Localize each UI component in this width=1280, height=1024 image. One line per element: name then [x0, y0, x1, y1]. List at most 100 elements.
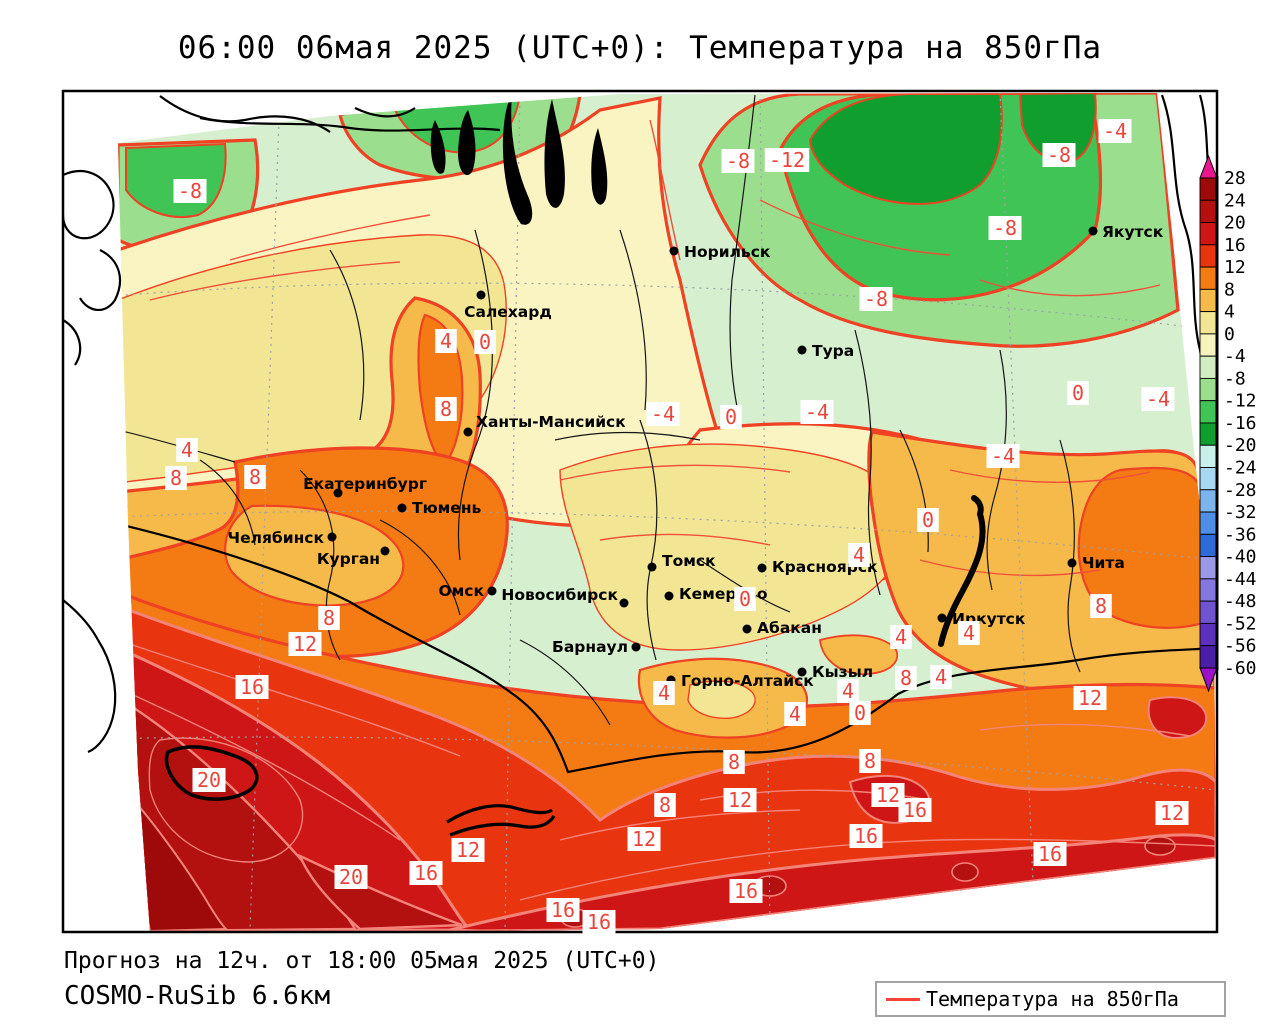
contour-label: 12	[632, 827, 656, 851]
contour-label-box	[173, 179, 207, 203]
colorbar-cell	[1199, 467, 1218, 491]
contour-label: 8	[864, 749, 876, 773]
colorbar-tick: 16	[1224, 235, 1246, 256]
contour-label: 12	[456, 838, 480, 862]
contour-label: -8	[1047, 143, 1071, 167]
contour-label-box	[192, 768, 226, 792]
city-dot	[937, 613, 947, 623]
contour-label-box	[474, 330, 496, 354]
city-label: Ханты-Мансийск	[476, 413, 626, 431]
admin-borders	[118, 94, 1081, 726]
colorbar-tick: 20	[1224, 213, 1246, 234]
colorbar-tick: -12	[1224, 391, 1257, 412]
contour-label: 16	[1038, 842, 1062, 866]
contour-label: -4	[1103, 119, 1127, 143]
contour-label-box	[334, 865, 368, 889]
contour-label: 16	[414, 861, 438, 885]
contour-label: 12	[1078, 686, 1102, 710]
city-label: Новосибирск	[501, 586, 618, 604]
colorbar-tick: -32	[1224, 502, 1257, 523]
contour-label: 4	[658, 681, 670, 705]
contour-label: -8	[993, 216, 1017, 240]
city-label: Салехард	[464, 303, 552, 321]
city-dot	[664, 591, 674, 601]
colorbar-cell	[1199, 578, 1218, 602]
contour-label-box	[451, 838, 485, 862]
contour-label: 8	[170, 466, 182, 490]
city-dot	[1067, 558, 1077, 568]
contour-label-box	[895, 666, 917, 690]
contour-label-box	[784, 702, 806, 726]
contour-label-box	[958, 621, 980, 645]
city-dot	[397, 503, 407, 513]
contour-label-box	[800, 400, 834, 424]
colorbar-tick: -56	[1224, 636, 1257, 657]
contour-label: -8	[864, 287, 888, 311]
lake-baikal	[938, 495, 986, 647]
colorbar-cell	[1199, 222, 1218, 246]
colorbar-tick: -16	[1224, 413, 1257, 434]
contour-label-box	[898, 798, 932, 822]
colorbar-cell	[1199, 622, 1218, 647]
contour-label: 8	[900, 666, 912, 690]
contour-label-box	[848, 543, 870, 567]
city-label: Якутск	[1102, 223, 1164, 241]
colorbar-cell	[1199, 199, 1218, 223]
colorbar-cell	[1199, 355, 1218, 379]
contour-label-box	[729, 879, 763, 903]
colorbar-tick: 24	[1224, 190, 1246, 211]
contour-label-box	[176, 438, 198, 462]
city-dot	[327, 532, 337, 542]
city-dot	[797, 667, 807, 677]
city-label: Томск	[662, 552, 716, 570]
colorbar-tick: -40	[1224, 547, 1257, 568]
contour-label: 16	[240, 675, 264, 699]
contour-label-box	[288, 632, 322, 656]
contour-label: 12	[293, 632, 317, 656]
contour-label-box	[723, 788, 757, 812]
colorbar-tick: -36	[1224, 524, 1257, 545]
contour-label: 16	[854, 824, 878, 848]
ob-gulf-coast	[430, 96, 608, 225]
contour-label: 8	[728, 750, 740, 774]
colorbar-tick: 28	[1224, 168, 1246, 189]
colorbar-tick: -20	[1224, 435, 1257, 456]
contour-label-box	[859, 749, 881, 773]
contour-label-box	[1033, 842, 1067, 866]
contour-label-box	[917, 508, 939, 532]
city-label: Курган	[317, 550, 380, 568]
contour-label-box	[318, 606, 340, 630]
contour-label: 12	[876, 783, 900, 807]
colorbar-tick: 4	[1224, 302, 1235, 323]
contour-label-box	[654, 793, 676, 817]
contour-label-box	[764, 148, 810, 172]
colorbar-cell	[1199, 244, 1218, 268]
contour-label-box	[235, 675, 269, 699]
colorbar-cell	[1199, 556, 1218, 580]
map-legend: Температура на 850гПа	[875, 981, 1226, 1017]
colorbar-cell	[1199, 422, 1218, 446]
city-dot	[1088, 226, 1098, 236]
contour-label: 0	[854, 701, 866, 725]
contour-label-box	[1141, 387, 1175, 411]
contour-label-box	[721, 149, 755, 173]
contour-label: 20	[339, 865, 363, 889]
colorbar-cell	[1199, 645, 1218, 669]
colorbar-cell	[1199, 288, 1218, 313]
contour-label: 4	[853, 543, 865, 567]
colorbar-tick: -8	[1224, 368, 1246, 389]
contour-label: 0	[725, 405, 737, 429]
city-dot	[333, 488, 343, 498]
contour-label: -12	[769, 148, 805, 172]
page-title: 06:00 06мая 2025 (UTC+0): Температура на…	[177, 30, 1103, 66]
city-label: Омск	[438, 582, 484, 600]
city-dot	[797, 345, 807, 355]
colorbar-cell	[1199, 511, 1218, 535]
colorbar-cell	[1199, 311, 1218, 335]
city-label: Тура	[812, 342, 854, 360]
contour-label-box	[1073, 686, 1107, 710]
contour-label: 4	[935, 665, 947, 689]
contour-label-box	[849, 824, 883, 848]
colorbar-cell	[1199, 177, 1218, 201]
